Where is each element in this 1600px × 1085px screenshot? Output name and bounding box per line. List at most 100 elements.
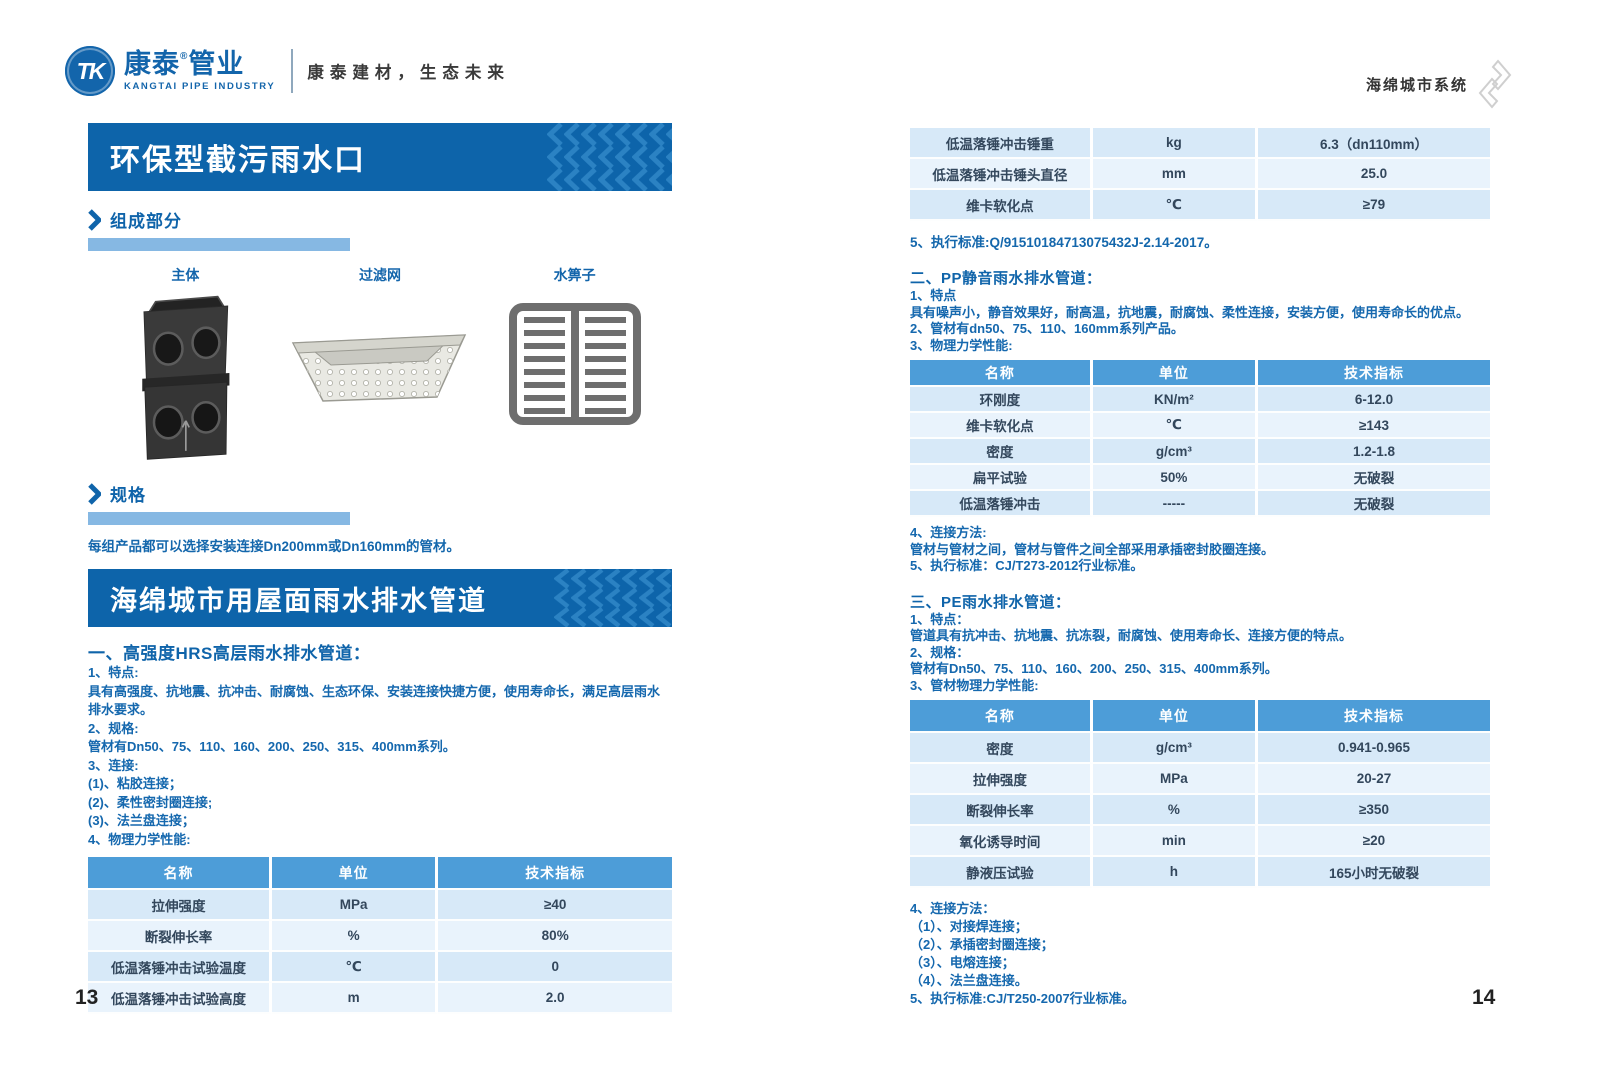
table-row: 维卡软化点 ℃ ≥79 (910, 190, 1490, 221)
cell-name: 低温落锤冲击锤头直径 (910, 159, 1093, 190)
cell-unit: ℃ (1092, 190, 1258, 221)
banner-rainwater-inlet: 环保型截污雨水口 (88, 123, 672, 191)
cell-value: 无破裂 (1257, 465, 1490, 491)
body-line: (3)、法兰盘连接； (88, 813, 195, 828)
body-line: 5、执行标准:CJ/T250-2007行业标准。 (910, 991, 1135, 1006)
page-number-right: 14 (1472, 986, 1496, 1009)
cell-name: 断裂伸长率 (910, 795, 1093, 826)
hrs-body: 1、特点: 具有高强度、抗地震、抗冲击、耐腐蚀、生态环保、安装连接快捷方便，使用… (88, 664, 672, 849)
col-indicator: 技术指标 (1257, 360, 1490, 387)
cell-value: 1.2-1.8 (1257, 439, 1490, 465)
table-row: 环刚度 KN/m² 6-12.0 (910, 387, 1490, 413)
table-row: 拉伸强度 MPa 20-27 (910, 764, 1490, 795)
cell-unit: min (1092, 826, 1258, 857)
body-line: (2)、柔性密封圈连接; (88, 794, 213, 810)
cell-value: 25.0 (1257, 159, 1490, 190)
cell-value: 165小时无破裂 (1257, 857, 1490, 888)
table-row: 氧化诱导时间 min ≥20 (910, 826, 1490, 857)
cell-unit: % (1092, 795, 1258, 826)
pe-spec-table: 名称 单位 技术指标 密度 g/cm³ 0.941-0.965 拉伸强度 MPa 20-… (910, 700, 1490, 888)
pe-heading: 三、PE雨水排水管道： (910, 593, 1071, 611)
banner-sponge-city-pipes: 海绵城市用屋面雨水排水管道 (88, 569, 672, 627)
cell-name: 断裂伸长率 (88, 921, 272, 952)
banner-chevron-pattern (554, 569, 672, 627)
body-line: 5、执行标准：CJ/T273-2012行业标准。 (910, 558, 1144, 573)
filter-net-illustration (291, 334, 467, 402)
cell-unit: 50% (1092, 465, 1258, 491)
cell-unit: ℃ (271, 952, 439, 983)
cell-value: 2.0 (438, 983, 672, 1014)
cell-value: ≥350 (1257, 795, 1490, 826)
registered-mark: ® (180, 50, 189, 62)
table-row: 断裂伸长率% 80% (88, 921, 672, 952)
col-unit: 单位 (1092, 700, 1258, 733)
table-row: 维卡软化点 ℃ ≥143 (910, 413, 1490, 439)
pe-body: 1、特点： 管道具有抗冲击、抗地震、抗冻裂，耐腐蚀、使用寿命长、连接方便的特点。… (910, 612, 1490, 695)
body-line: 2、管材有dn50、75、110、160mm系列产品。 (910, 321, 1184, 336)
cell-unit: ℃ (1092, 413, 1258, 439)
pp-body: 1、特点 具有噪声小，静音效果好，耐高温，抗地震，耐腐蚀、柔性连接，安装方便，使… (910, 288, 1490, 354)
body-line: （4）、法兰盘连接。 (910, 973, 1028, 988)
table-row: 低温落锤冲击 ----- 无破裂 (910, 491, 1490, 517)
table-header-row: 名称 单位 技术指标 (910, 360, 1490, 387)
col-name: 名称 (910, 360, 1093, 387)
product-figures: 主体 过滤网 (88, 265, 672, 471)
body-line: （2）、承插密封圈连接； (910, 937, 1054, 952)
product-label: 水箅子 (553, 267, 596, 283)
pp-connection: 4、连接方法: 管材与管材之间，管材与管件之间全部采用承插密封胶圈连接。 5、执… (910, 525, 1490, 575)
section-title: 规格 (110, 486, 146, 505)
page-header: TK 康泰®管业 KANGTAI PIPE INDUSTRY 康泰建材，生态未来 (65, 46, 510, 96)
cell-unit: MPa (271, 890, 439, 921)
body-line: 3、连接: (88, 757, 139, 773)
body-line: 具有高强度、抗地震、抗冲击、耐腐蚀、生态环保、安装连接快捷方便，使用寿命长，满足… (88, 683, 661, 718)
body-line: 管材有Dn50、75、110、160、200、250、315、400mm系列。 (910, 661, 1278, 676)
banner-chevron-pattern (547, 123, 672, 191)
table-header-row: 名称 单位 技术指标 (88, 857, 672, 890)
table-row: 密度 g/cm³ 1.2-1.8 (910, 439, 1490, 465)
pp-spec-table: 名称 单位 技术指标 环刚度 KN/m² 6-12.0 维卡软化点 ℃ ≥143 密度 g… (910, 360, 1490, 517)
table-row: 拉伸强度 MPa ≥40 (88, 890, 672, 921)
product-label: 过滤网 (359, 267, 401, 283)
body-line: 4、连接方法： (910, 901, 996, 916)
header-divider (291, 49, 294, 93)
cell-name: 扁平试验 (910, 465, 1093, 491)
cell-unit: % (271, 921, 439, 952)
cell-unit: h (1092, 857, 1258, 888)
col-unit: 单位 (271, 857, 439, 890)
body-line: 4、连接方法: (910, 525, 987, 540)
section-heading-components: 组成部分 (88, 207, 672, 232)
cell-value: 80% (438, 921, 672, 952)
col-unit: 单位 (1092, 360, 1258, 387)
table-row: 密度 g/cm³ 0.941-0.965 (910, 733, 1490, 764)
cell-name: 低温落锤冲击锤重 (910, 128, 1093, 159)
table-row: 低温落锤冲击试验高度 m 2.0 (88, 983, 672, 1014)
spec-note: 每组产品都可以选择安装连接Dn200mm或Dn160mm的管材。 (88, 539, 461, 554)
banner-title: 环保型截污雨水口 (110, 144, 366, 177)
cell-value: 无破裂 (1257, 491, 1490, 517)
cell-name: 维卡软化点 (910, 190, 1093, 221)
cell-value: 20-27 (1257, 764, 1490, 795)
cell-name: 氧化诱导时间 (910, 826, 1093, 857)
cell-unit: g/cm³ (1092, 439, 1258, 465)
page-right: 低温落锤冲击锤重 kg 6.3（dn110mm） 低温落锤冲击锤头直径 mm 25.0 … (910, 128, 1490, 1008)
cell-unit: g/cm³ (1092, 733, 1258, 764)
cell-unit: ----- (1092, 491, 1258, 517)
arrow-chevron-icon (88, 482, 101, 505)
body-line: 具有噪声小，静音效果好，耐高温，抗地震，耐腐蚀、柔性连接，安装方便，使用寿命长的… (910, 304, 1470, 320)
cell-value: 6.3（dn110mm） (1257, 128, 1490, 159)
kangtai-logo-icon: TK (65, 46, 115, 96)
cell-value: 6-12.0 (1257, 387, 1490, 413)
cell-value: 0.941-0.965 (1257, 733, 1490, 764)
brand-name: 康泰®管业 (124, 50, 275, 78)
arrow-chevron-icon (88, 208, 101, 231)
section-underline-bar (88, 512, 350, 525)
cell-value: ≥143 (1257, 413, 1490, 439)
cell-name: 拉伸强度 (88, 890, 272, 921)
section-title: 组成部分 (110, 212, 182, 231)
table-row: 扁平试验 50% 无破裂 (910, 465, 1490, 491)
section-underline-bar (88, 238, 350, 251)
hrs-spec-table-continued: 低温落锤冲击锤重 kg 6.3（dn110mm） 低温落锤冲击锤头直径 mm 25.0 … (910, 128, 1490, 221)
body-line: 2、规格: (88, 720, 139, 736)
col-indicator: 技术指标 (438, 857, 672, 890)
